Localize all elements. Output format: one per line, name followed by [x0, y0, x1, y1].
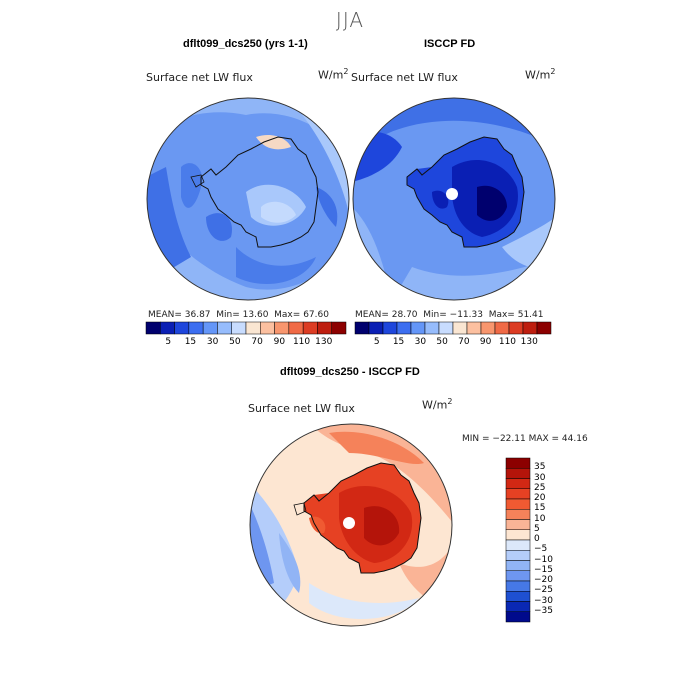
colorbar-tick-label: 50 [436, 337, 448, 347]
colorbar-tick-label: 70 [251, 337, 263, 347]
colorbar-swatch [302, 321, 318, 335]
colorbar-swatch [217, 321, 232, 335]
colorbar-tick-label: −20 [534, 575, 553, 585]
colorbar-swatch [536, 321, 552, 335]
panel-3-map [249, 423, 453, 627]
panel-3-variable-label: Surface net LW flux [248, 402, 355, 415]
colorbar-swatch [396, 321, 412, 335]
colorbar-tick-label: −35 [534, 605, 553, 616]
panel-1-variable-label: Surface net LW flux [146, 71, 253, 84]
colorbar-swatch [508, 321, 524, 335]
colorbar-swatch [174, 321, 190, 335]
colorbar-swatch [368, 321, 384, 335]
colorbar-tick-label: −25 [534, 585, 553, 596]
panel-2-colorbar-labels: 5 15 30 50 70 90 110 130 [355, 337, 551, 349]
colorbar-swatch [466, 321, 482, 335]
colorbar-tick-label: 0 [534, 534, 540, 544]
colorbar-swatch [505, 601, 531, 612]
panel-2-title: ISCCP FD [424, 38, 476, 50]
colorbar-swatch [424, 321, 440, 335]
colorbar-swatch [505, 529, 531, 541]
colorbar-tick-label: 15 [184, 337, 197, 347]
colorbar-tick-label: 15 [392, 337, 405, 347]
colorbar-swatch [438, 321, 454, 335]
panel-1-title: dflt099_dcs250 (yrs 1-1) [183, 38, 308, 50]
colorbar-tick-label: 20 [534, 493, 546, 503]
colorbar-tick-label: −10 [534, 554, 553, 565]
colorbar-swatch [505, 539, 531, 551]
panel-2-colorbar [354, 321, 552, 335]
panel-1-colorbar [145, 321, 347, 335]
colorbar-tick-label: 50 [229, 337, 241, 347]
panel-3-title: dflt099_dcs250 - ISCCP FD [280, 366, 420, 378]
colorbar-tick-label: 110 [292, 337, 311, 347]
panel-3-colorbar-labels: 35 30 25 20 15 10 5 0 −5 −10 −15 −20 −25 −30 −35 [534, 458, 574, 622]
colorbar-tick-label: −5 [534, 544, 548, 555]
colorbar-swatch [505, 498, 531, 510]
panel-2-variable-label: Surface net LW flux [351, 71, 458, 84]
colorbar-swatch [410, 321, 426, 335]
colorbar-tick-label: 130 [315, 337, 333, 347]
colorbar-tick-label: 30 [414, 337, 427, 347]
colorbar-swatch [331, 321, 347, 335]
panel-1-colorbar-labels: 5 15 30 50 70 90 110 130 [146, 337, 346, 349]
colorbar-tick-label: 90 [273, 337, 286, 347]
colorbar-swatch [505, 591, 531, 602]
panel-3-stats: MIN = −22.11 MAX = 44.16 [462, 434, 588, 444]
colorbar-swatch [480, 321, 496, 335]
colorbar-tick-label: 30 [534, 472, 546, 483]
colorbar-swatch [274, 321, 290, 335]
colorbar-swatch [505, 519, 531, 530]
colorbar-swatch [522, 321, 538, 335]
panel-1-units: W/m2 [318, 67, 349, 82]
colorbar-tick-label: 35 [534, 462, 546, 473]
colorbar-swatch [505, 468, 531, 479]
colorbar-tick-label: 10 [534, 513, 546, 524]
colorbar-swatch [145, 321, 161, 335]
colorbar-tick-label: 90 [479, 337, 492, 347]
panel-1-map [146, 97, 350, 301]
colorbar-swatch [188, 321, 204, 335]
figure-title: JJA [335, 8, 365, 32]
colorbar-tick-label: 70 [458, 337, 470, 347]
colorbar-swatch [288, 321, 304, 335]
colorbar-tick-label: 15 [534, 503, 546, 514]
colorbar-swatch [505, 611, 531, 623]
colorbar-swatch [231, 321, 247, 335]
colorbar-swatch [505, 560, 531, 571]
colorbar-tick-label: 5 [373, 337, 380, 347]
panel-2-units: W/m2 [525, 67, 556, 82]
colorbar-tick-label: 25 [534, 482, 546, 493]
colorbar-swatch [452, 321, 468, 335]
panel-2-map [352, 97, 556, 301]
colorbar-tick-label: 5 [534, 523, 540, 534]
colorbar-swatch [245, 321, 261, 335]
colorbar-swatch [505, 488, 531, 500]
colorbar-swatch [202, 321, 218, 335]
colorbar-swatch [160, 321, 175, 335]
panel-3-units: W/m2 [422, 397, 453, 412]
colorbar-tick-label: −30 [534, 595, 553, 606]
colorbar-tick-label: 110 [498, 337, 517, 347]
panel-2-stats: MEAN= 28.70 Min= −11.33 Max= 51.41 [355, 310, 544, 320]
colorbar-swatch [505, 580, 531, 592]
colorbar-swatch [505, 550, 531, 561]
colorbar-tick-label: 130 [520, 337, 538, 347]
colorbar-swatch [505, 570, 531, 582]
colorbar-swatch [505, 509, 531, 520]
panel-3-colorbar [505, 457, 531, 623]
panel-1-stats: MEAN= 36.87 Min= 13.60 Max= 67.60 [148, 310, 329, 320]
colorbar-swatch [382, 321, 398, 335]
colorbar-swatch [494, 321, 510, 335]
colorbar-tick-label: 30 [206, 337, 219, 347]
colorbar-swatch [354, 321, 370, 335]
colorbar-swatch [317, 321, 332, 335]
colorbar-swatch [505, 478, 531, 489]
colorbar-swatch [505, 457, 531, 469]
colorbar-tick-label: −15 [534, 564, 553, 575]
colorbar-tick-label: 5 [165, 337, 172, 347]
colorbar-swatch [260, 321, 275, 335]
